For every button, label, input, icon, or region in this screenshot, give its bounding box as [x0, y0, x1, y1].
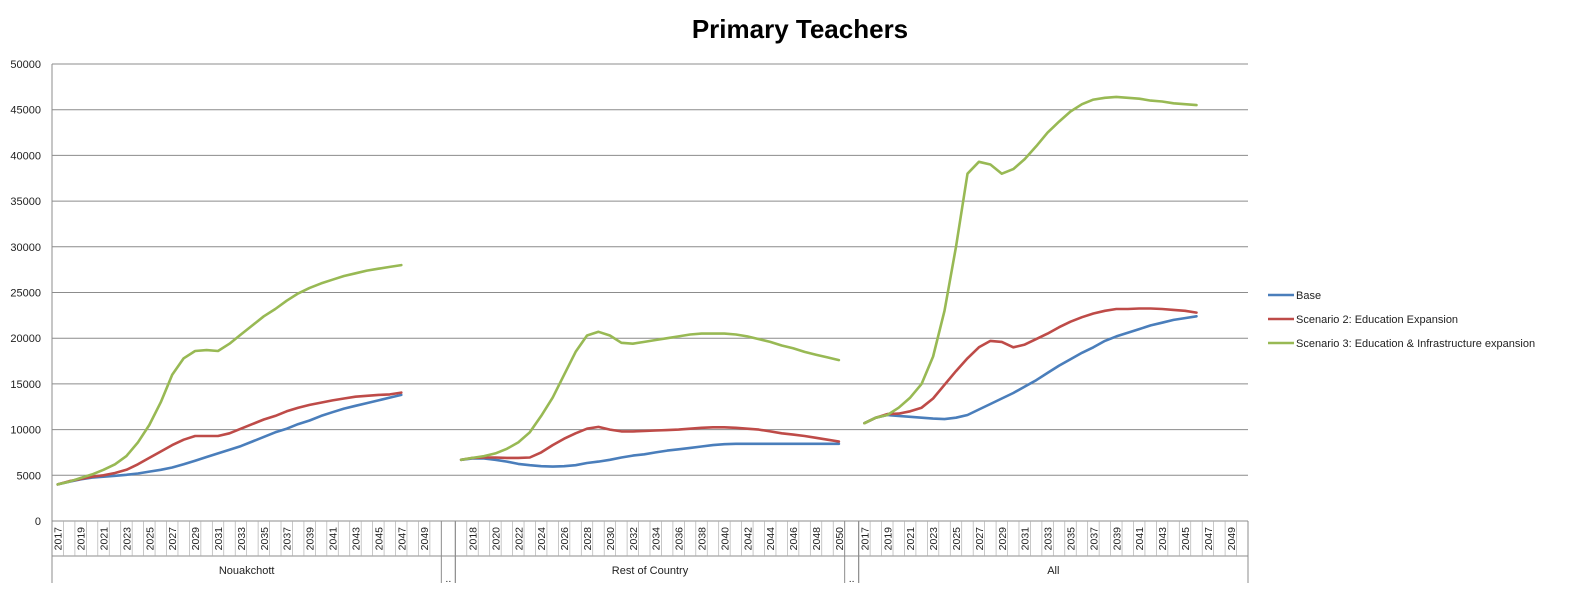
- x-tick-label: 2033: [1043, 527, 1055, 551]
- separator-label: ..: [445, 573, 451, 585]
- y-tick-label: 25000: [10, 288, 41, 300]
- x-tick-label: 2047: [1203, 527, 1215, 551]
- x-tick-label: 2019: [882, 527, 894, 551]
- x-tick-label: 2043: [350, 527, 362, 551]
- x-tick-label: 2021: [905, 527, 917, 551]
- series-line: [459, 330, 841, 462]
- legend-item: Scenario 2: Education Expansion: [1268, 314, 1458, 326]
- series-line: [56, 263, 403, 486]
- x-tick-label: 2042: [742, 527, 754, 551]
- legend: Base Scenario 2: Education Expansion Scena…: [1268, 290, 1535, 350]
- x-tick-label: 2045: [373, 527, 385, 551]
- x-tick-label: 2040: [719, 527, 731, 551]
- y-tick-label: 40000: [10, 150, 41, 162]
- x-tick-label: 2031: [1020, 527, 1032, 551]
- x-tick-label: 2018: [468, 527, 480, 551]
- x-tick-label: 2022: [513, 527, 525, 551]
- x-tick-label: 2034: [651, 527, 663, 551]
- x-tick-label: 2046: [788, 527, 800, 551]
- separator-label: ..: [849, 573, 855, 585]
- legend-item: Scenario 3: Education & Infrastructure e…: [1268, 338, 1535, 350]
- x-tick-label: 2037: [1088, 527, 1100, 551]
- x-tick-label: 2043: [1157, 527, 1169, 551]
- x-tick-label: 2026: [559, 527, 571, 551]
- x-tick-label: 2035: [259, 527, 271, 551]
- x-tick-label: 2027: [167, 527, 179, 551]
- x-tick-label: 2021: [99, 527, 111, 551]
- y-tick-label: 20000: [10, 333, 41, 345]
- x-tick-label: 2025: [144, 527, 156, 551]
- series-line: [459, 425, 841, 462]
- x-tick-label: 2035: [1066, 527, 1078, 551]
- x-tick-label: 2031: [213, 527, 225, 551]
- x-tick-label: 2019: [76, 527, 88, 551]
- series-line: [56, 391, 403, 486]
- x-tick-label: 2017: [859, 527, 871, 551]
- x-tick-label: 2039: [305, 527, 317, 551]
- legend-label: Base: [1296, 290, 1321, 302]
- x-tick-label: 2024: [536, 527, 548, 551]
- y-tick-label: 50000: [10, 59, 41, 71]
- group-label: Rest of Country: [612, 565, 689, 577]
- x-tick-label: 2041: [1134, 527, 1146, 551]
- series-line: [863, 307, 1198, 425]
- x-tick-label: 2032: [628, 527, 640, 551]
- y-tick-label: 45000: [10, 105, 41, 117]
- x-tick-label: 2028: [582, 527, 594, 551]
- y-tick-label: 30000: [10, 242, 41, 254]
- x-tick-label: 2033: [236, 527, 248, 551]
- y-tick-label: 15000: [10, 379, 41, 391]
- series-line: [863, 95, 1198, 425]
- legend-label: Scenario 2: Education Expansion: [1296, 314, 1458, 326]
- x-tick-label: 2037: [282, 527, 294, 551]
- gridlines: [52, 63, 1248, 522]
- chart-title: Primary Teachers: [692, 14, 908, 44]
- y-tick-label: 35000: [10, 196, 41, 208]
- x-tick-label: 2048: [811, 527, 823, 551]
- x-tick-label: 2036: [674, 527, 686, 551]
- x-tick-label: 2030: [605, 527, 617, 551]
- x-tick-label: 2049: [1226, 527, 1238, 551]
- legend-item: Base: [1268, 290, 1321, 302]
- x-tick-label: 2041: [328, 527, 340, 551]
- x-tick-label: 2023: [928, 527, 940, 551]
- x-tick-label: 2045: [1180, 527, 1192, 551]
- group-label: All: [1047, 565, 1059, 577]
- axes: 0 5000 10000 15000 20000 25000 30000 35000 40000…: [10, 59, 1249, 585]
- y-tick-label: 5000: [17, 470, 41, 482]
- y-tick-label: 10000: [10, 425, 41, 437]
- group-label: Nouakchott: [219, 565, 275, 577]
- x-tick-label: 2017: [53, 527, 65, 551]
- series-line: [459, 442, 841, 468]
- x-tick-label: 2044: [765, 527, 777, 551]
- x-tick-label: 2029: [190, 527, 202, 551]
- legend-label: Scenario 3: Education & Infrastructure e…: [1296, 338, 1535, 350]
- plot-area: [56, 95, 1198, 486]
- x-tick-label: 2029: [997, 527, 1009, 551]
- x-tick-label: 2047: [396, 527, 408, 551]
- x-tick-label: 2020: [490, 527, 502, 551]
- series-line: [56, 393, 403, 486]
- x-tick-label: 2025: [951, 527, 963, 551]
- x-tick-label: 2050: [834, 527, 846, 551]
- x-tick-label: 2038: [697, 527, 709, 551]
- x-tick-label: 2023: [121, 527, 133, 551]
- x-tick-label: 2039: [1111, 527, 1123, 551]
- y-tick-label: 0: [35, 516, 41, 528]
- series-line: [863, 314, 1198, 425]
- x-tick-label: 2049: [419, 527, 431, 551]
- x-tick-label: 2027: [974, 527, 986, 551]
